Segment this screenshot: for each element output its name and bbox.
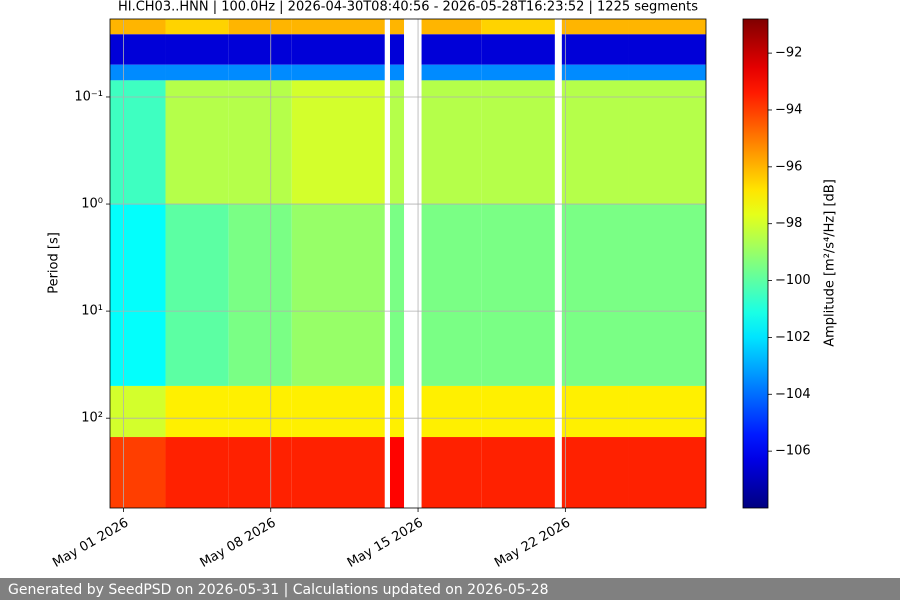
heatmap-cell bbox=[110, 80, 166, 205]
heatmap-cell bbox=[389, 385, 405, 438]
heatmap-cell bbox=[481, 437, 555, 508]
heatmap-cell bbox=[228, 64, 292, 81]
heatmap-cell bbox=[561, 437, 629, 508]
heatmap-cell bbox=[228, 19, 292, 35]
heatmap-cell bbox=[110, 437, 166, 508]
heatmap-cell bbox=[628, 19, 706, 35]
heatmap-cell bbox=[228, 385, 292, 438]
heatmap-cell bbox=[291, 64, 385, 81]
y-tick-label: 10⁻¹ bbox=[74, 89, 103, 104]
colorbar-tick-label: −100 bbox=[775, 273, 811, 288]
heatmap-cell bbox=[628, 34, 706, 65]
heatmap-cell bbox=[561, 64, 629, 81]
heatmap-cell bbox=[389, 80, 405, 205]
heatmap-cell bbox=[389, 34, 405, 65]
heatmap-cell bbox=[481, 385, 555, 438]
heatmap-cell bbox=[481, 19, 555, 35]
heatmap-cell bbox=[481, 204, 555, 386]
heatmap-cell bbox=[110, 64, 166, 81]
heatmap-cell bbox=[110, 385, 166, 438]
heatmap-cell bbox=[561, 204, 629, 386]
heatmap-cell bbox=[110, 34, 166, 65]
heatmap-cell bbox=[165, 64, 229, 81]
heatmap-cell bbox=[291, 34, 385, 65]
heatmap-cell bbox=[165, 385, 229, 438]
heatmap-cell bbox=[628, 385, 706, 438]
x-tick-label: May 08 2026 bbox=[198, 516, 279, 571]
colorbar-tick-label: −102 bbox=[775, 330, 811, 345]
heatmap-cell bbox=[228, 204, 292, 386]
heatmap-cell bbox=[481, 34, 555, 65]
heatmap-cell bbox=[561, 19, 629, 35]
heatmap-cell bbox=[165, 34, 229, 65]
x-tick-label: May 22 2026 bbox=[492, 516, 573, 571]
y-axis-label: Period [s] bbox=[47, 232, 62, 294]
heatmap-cell bbox=[165, 19, 229, 35]
heatmap-cell bbox=[110, 204, 166, 386]
footer-text: Generated by SeedPSD on 2026-05-31 | Cal… bbox=[8, 582, 549, 598]
heatmap-cell bbox=[110, 19, 166, 35]
heatmap-cell bbox=[421, 385, 482, 438]
heatmap-cell bbox=[389, 437, 405, 508]
heatmap-cell bbox=[291, 437, 385, 508]
heatmap-cell bbox=[165, 204, 229, 386]
colorbar-tick-label: −104 bbox=[775, 387, 811, 402]
chart-title: HI.CH03..HNN | 100.0Hz | 2026-04-30T08:4… bbox=[118, 0, 698, 15]
colorbar-tick-label: −98 bbox=[775, 216, 802, 231]
heatmap-cell bbox=[421, 80, 482, 205]
heatmap-cell bbox=[389, 64, 405, 81]
heatmap-cell bbox=[389, 19, 405, 35]
y-tick-label: 10¹ bbox=[81, 304, 103, 319]
heatmap-cell bbox=[628, 437, 706, 508]
heatmap-cell bbox=[421, 34, 482, 65]
y-tick-label: 10² bbox=[81, 411, 103, 426]
heatmap-cell bbox=[291, 80, 385, 205]
heatmap-cell bbox=[228, 437, 292, 508]
heatmap-cell bbox=[561, 80, 629, 205]
heatmap-cell bbox=[561, 34, 629, 65]
colorbar-tick-label: −106 bbox=[775, 444, 811, 459]
heatmap-cell bbox=[421, 437, 482, 508]
x-tick-label: May 01 2026 bbox=[50, 516, 131, 571]
y-tick-label: 10⁰ bbox=[81, 197, 103, 212]
heatmap-cell bbox=[228, 80, 292, 205]
footer-bar bbox=[0, 578, 900, 600]
heatmap-cell bbox=[421, 19, 482, 35]
heatmap-cell bbox=[628, 80, 706, 205]
heatmap-cell bbox=[291, 385, 385, 438]
heatmap-cell bbox=[481, 64, 555, 81]
heatmap-cell bbox=[291, 19, 385, 35]
heatmap-cell bbox=[628, 204, 706, 386]
heatmap-cell bbox=[421, 64, 482, 81]
colorbar-label: Amplitude [m²/s⁴/Hz] [dB] bbox=[823, 179, 838, 347]
heatmap-cell bbox=[421, 204, 482, 386]
heatmap-cell bbox=[165, 80, 229, 205]
plot-frame bbox=[109, 18, 707, 509]
heatmap-cell bbox=[628, 64, 706, 81]
colorbar bbox=[742, 18, 769, 509]
heatmap-cell bbox=[228, 34, 292, 65]
colorbar-tick-label: −96 bbox=[775, 159, 802, 174]
heatmap-cell bbox=[291, 204, 385, 386]
heatmap-cell bbox=[389, 204, 405, 386]
heatmap-cell bbox=[481, 80, 555, 205]
heatmap-cell bbox=[165, 437, 229, 508]
x-tick-label: May 15 2026 bbox=[345, 516, 426, 571]
colorbar-tick-label: −92 bbox=[775, 46, 802, 61]
colorbar-tick-label: −94 bbox=[775, 102, 802, 117]
heatmap-cell bbox=[561, 385, 629, 438]
